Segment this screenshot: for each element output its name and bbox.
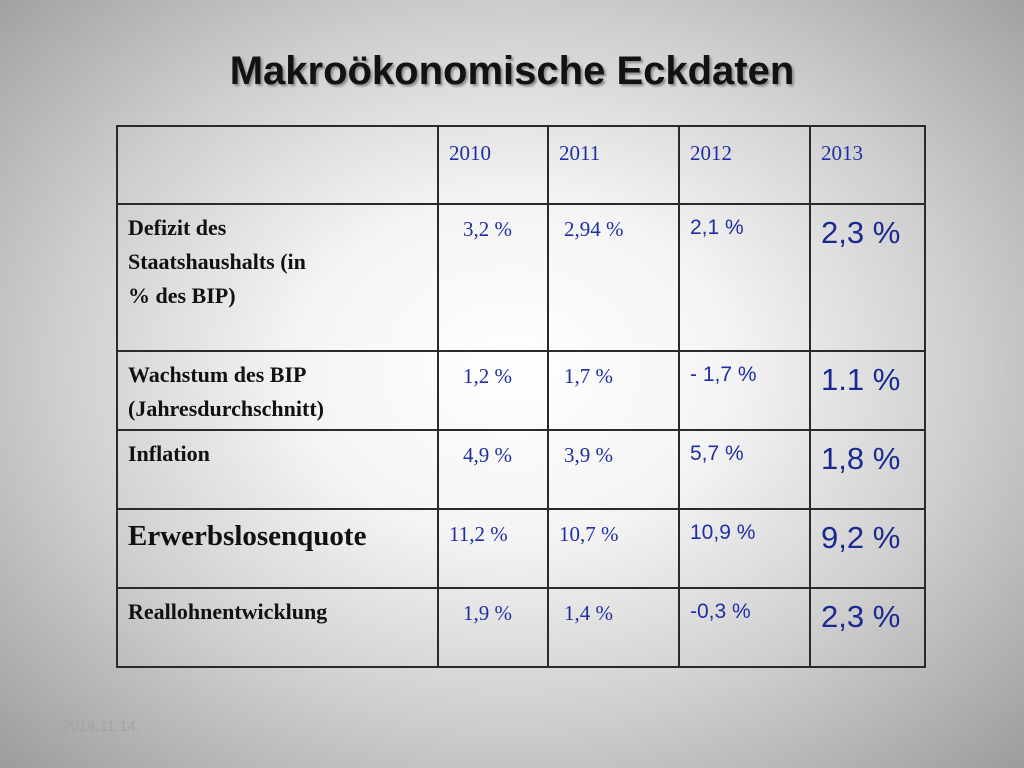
table-row-wachstum: Wachstum des BIP (Jahresdurchschnitt) 1,… xyxy=(116,350,926,431)
table-header-row: 2010 2011 2012 2013 xyxy=(116,125,926,205)
row-label-inflation: Inflation xyxy=(116,429,439,510)
slide-title: Makroökonomische Eckdaten xyxy=(229,49,795,93)
value-inflation-2010: 4,9 % xyxy=(437,429,549,510)
value-reallohnentwicklung-2012: -0,3 % xyxy=(678,587,811,668)
year-header-2010: 2010 xyxy=(437,125,549,205)
year-header-2011: 2011 xyxy=(547,125,680,205)
value-erwerbslosenquote-2012: 10,9 % xyxy=(678,508,811,589)
value-wachstum-2011: 1,7 % xyxy=(547,350,680,431)
value-inflation-2013: 1,8 % xyxy=(809,429,926,510)
value-defizit-2012: 2,1 % xyxy=(678,203,811,352)
table-row-erwerbslosenquote: Erwerbslosenquote 11,2 % 10,7 % 10,9 % 9… xyxy=(116,508,926,589)
header-empty-cell xyxy=(116,125,439,205)
date-footer: 2014.11.14. xyxy=(62,718,141,735)
value-defizit-2010: 3,2 % xyxy=(437,203,549,352)
row-label-defizit: Defizit des Staatshaushalts (in % des BI… xyxy=(116,203,439,352)
year-header-2013: 2013 xyxy=(809,125,926,205)
value-erwerbslosenquote-2010: 11,2 % xyxy=(437,508,549,589)
value-reallohnentwicklung-2013: 2,3 % xyxy=(809,587,926,668)
value-erwerbslosenquote-2011: 10,7 % xyxy=(547,508,680,589)
economic-data-table: 2010 2011 2012 2013 Defizit des Staatsha… xyxy=(116,125,926,668)
row-label-erwerbslosenquote: Erwerbslosenquote xyxy=(116,508,439,589)
table-row-inflation: Inflation 4,9 % 3,9 % 5,7 % 1,8 % xyxy=(116,429,926,510)
value-wachstum-2010: 1,2 % xyxy=(437,350,549,431)
value-inflation-2011: 3,9 % xyxy=(547,429,680,510)
year-header-2012: 2012 xyxy=(678,125,811,205)
value-wachstum-2012: - 1,7 % xyxy=(678,350,811,431)
value-wachstum-2013: 1.1 % xyxy=(809,350,926,431)
value-inflation-2012: 5,7 % xyxy=(678,429,811,510)
table-row-defizit: Defizit des Staatshaushalts (in % des BI… xyxy=(116,203,926,352)
row-label-reallohnentwicklung: Reallohnentwicklung xyxy=(116,587,439,668)
row-label-wachstum: Wachstum des BIP (Jahresdurchschnitt) xyxy=(116,350,439,431)
table-row-reallohnentwicklung: Reallohnentwicklung 1,9 % 1,4 % -0,3 % 2… xyxy=(116,587,926,668)
value-defizit-2013: 2,3 % xyxy=(809,203,926,352)
value-reallohnentwicklung-2010: 1,9 % xyxy=(437,587,549,668)
value-defizit-2011: 2,94 % xyxy=(547,203,680,352)
value-erwerbslosenquote-2013: 9,2 % xyxy=(809,508,926,589)
value-reallohnentwicklung-2011: 1,4 % xyxy=(547,587,680,668)
